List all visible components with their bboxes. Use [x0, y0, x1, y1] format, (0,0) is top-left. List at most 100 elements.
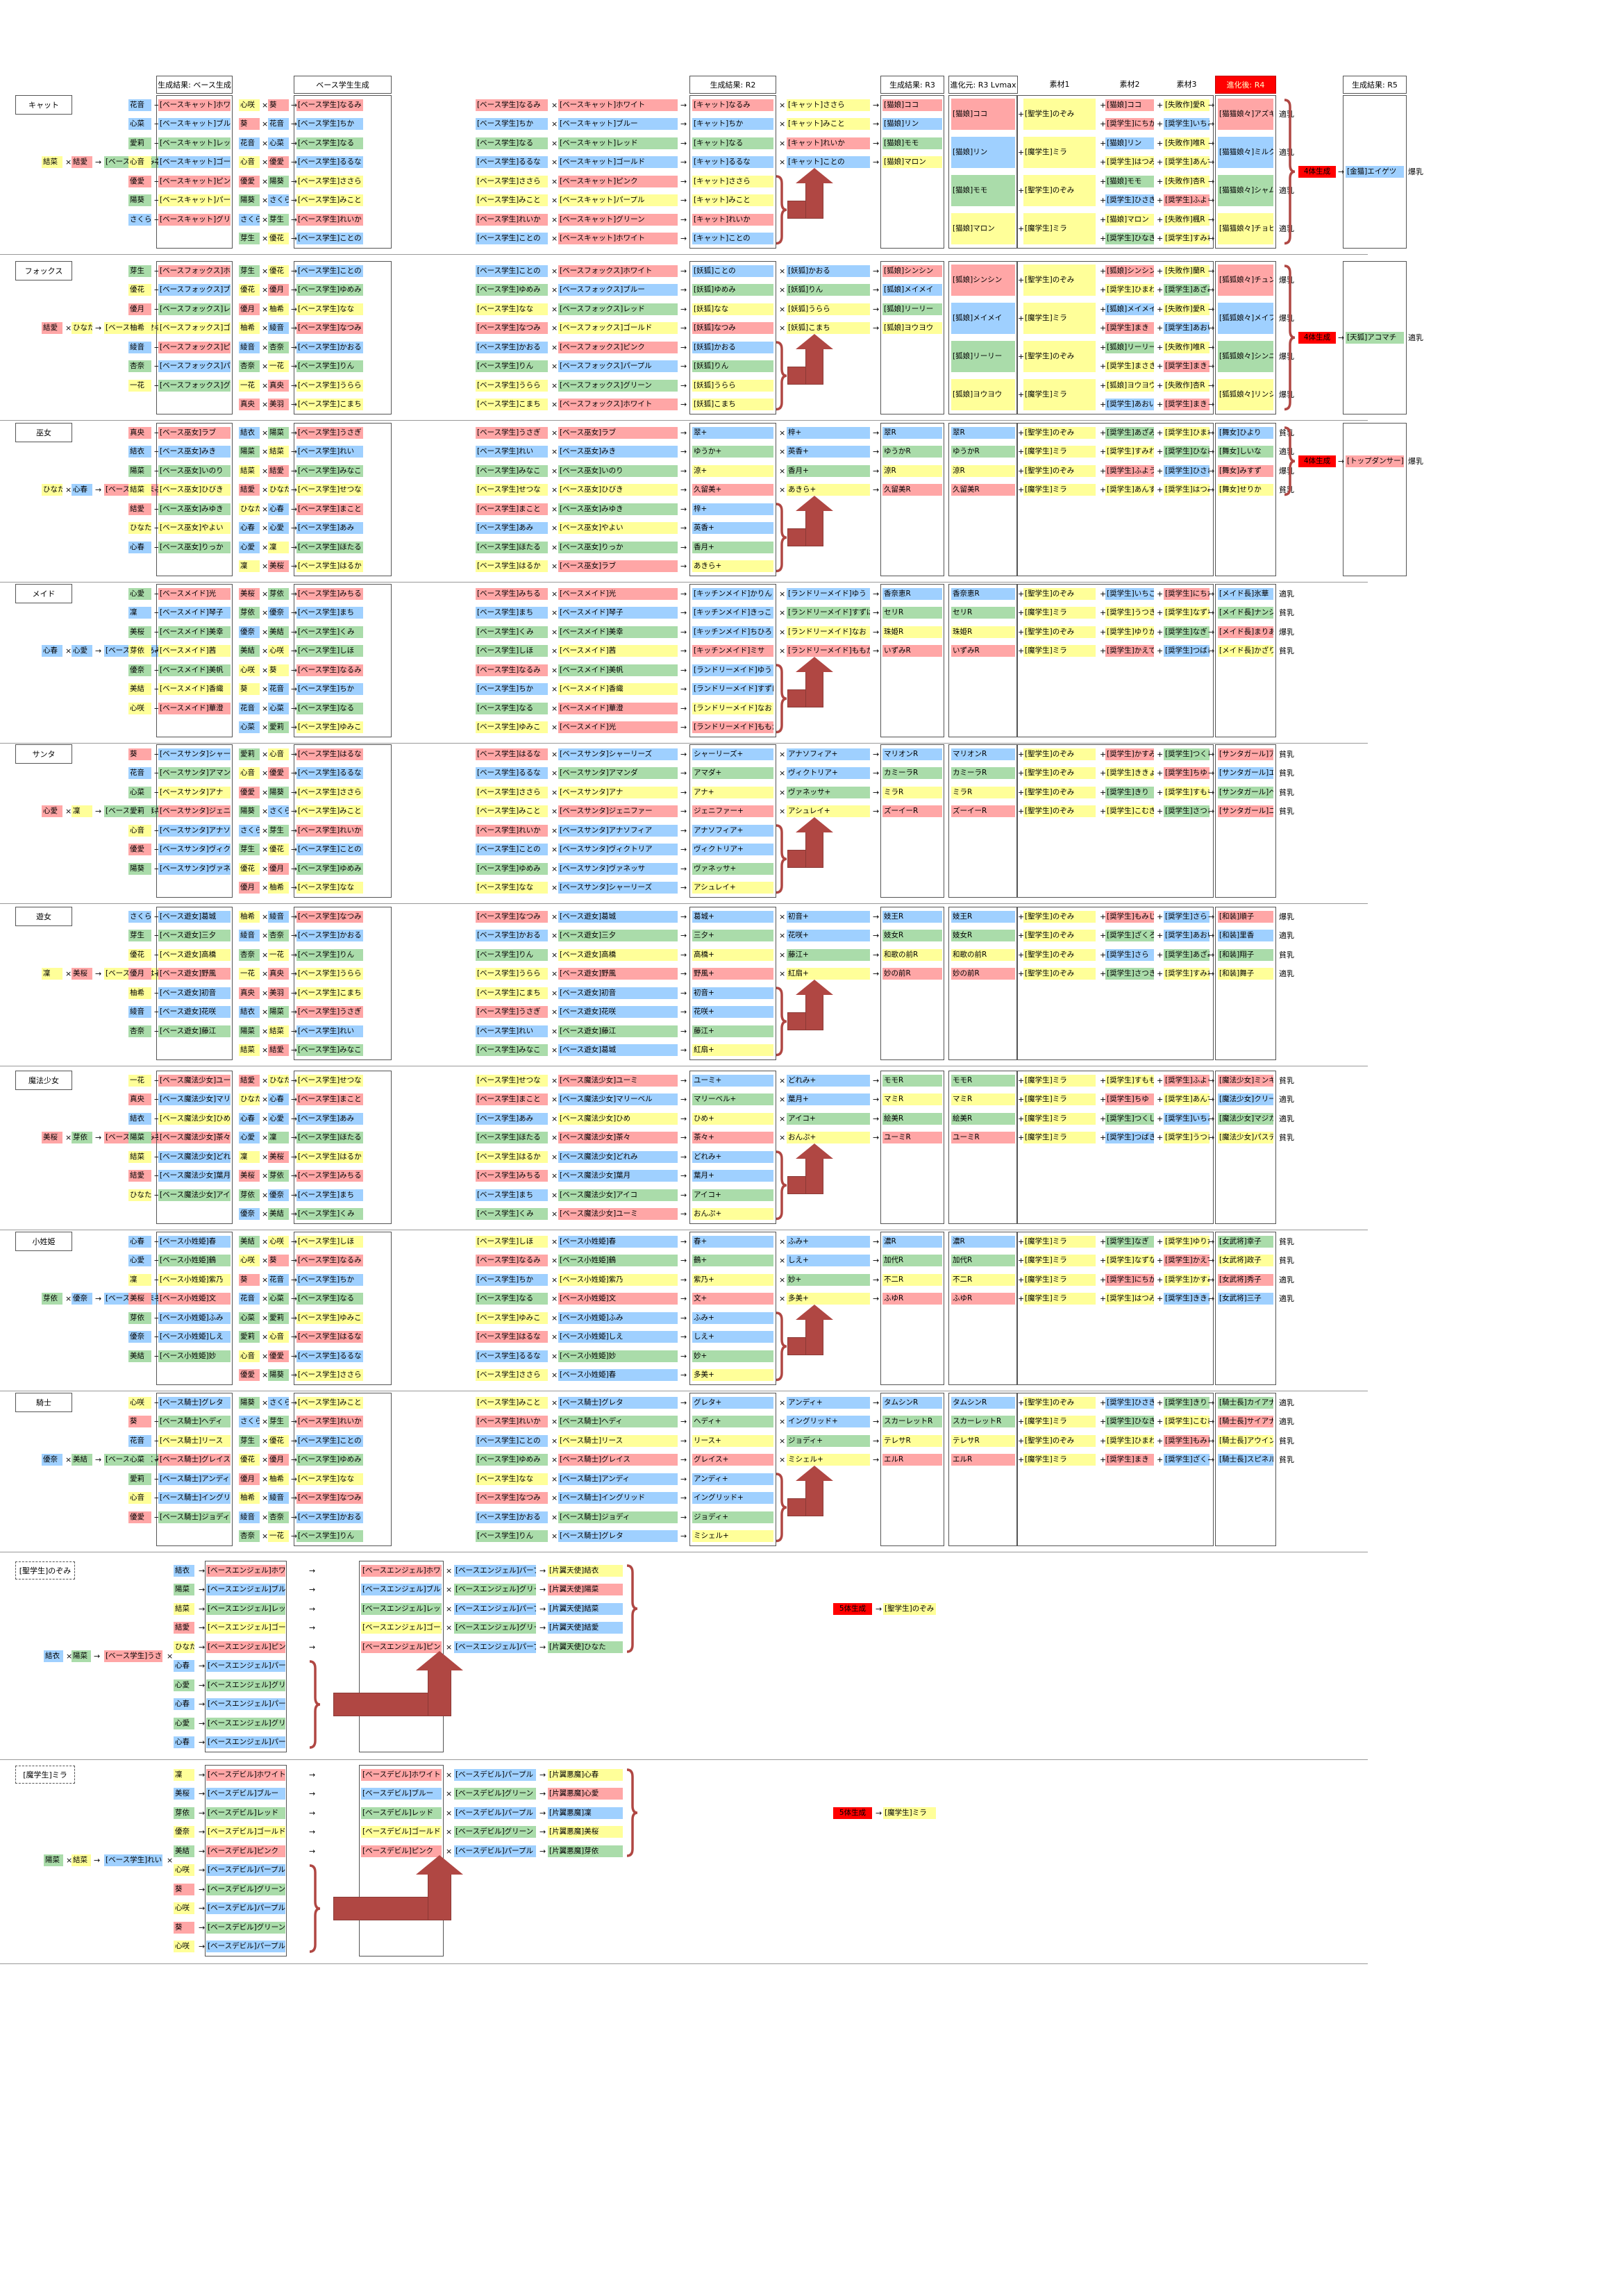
base-result: [ベース遊女]野風	[158, 968, 231, 980]
r3-result: 濃R	[882, 1235, 942, 1248]
operator-symbol: ×	[551, 380, 558, 390]
lvmax-unit: 翠R	[951, 426, 1015, 439]
base-input-name: さくら	[128, 910, 151, 923]
r2-operand-base: [ベース小姓姫]春	[558, 1369, 678, 1381]
r3-operand: [キャット]れいか	[787, 137, 870, 149]
student-result: [ベース学生]なつみ	[296, 1492, 363, 1504]
operator-symbol: ×	[262, 723, 269, 732]
operator-symbol: +	[1100, 119, 1107, 128]
operator-symbol: +	[1100, 1455, 1107, 1464]
operator-symbol: →	[873, 931, 880, 940]
material-1: [聖学生]のぞみ	[1023, 930, 1096, 941]
base-result: [ベースサンタ]アマンダ	[158, 767, 231, 779]
r2-result: ジェニファー+	[692, 805, 773, 817]
material-2: [奨学生]ゆりか	[1105, 626, 1154, 638]
operator-symbol: ×	[551, 769, 558, 778]
material-3: [奨学生]すもも	[1164, 786, 1209, 798]
operator-symbol: →	[680, 1190, 687, 1200]
operator-symbol: →	[154, 703, 161, 713]
base-result: [ベースサンタ]アナソフィア	[158, 824, 231, 837]
r2-operand-student: [ベース学生]ちか	[476, 118, 548, 130]
material-3: [奨学生]なずな	[1164, 607, 1209, 619]
operator-symbol: ×	[779, 1398, 786, 1407]
r2-result: [ランドリーメイド]すずは	[692, 683, 773, 695]
r4-result: [和装]里香	[1218, 930, 1273, 941]
student-parent-2: 結菜	[268, 446, 289, 458]
r4-result: [魔法少女]パステル	[1218, 1132, 1273, 1143]
operator-symbol: ×	[262, 447, 269, 456]
operator-symbol: →	[876, 1808, 882, 1818]
student-parent-2: 葵	[268, 1255, 289, 1266]
base-result: [ベース騎士]グレイス	[158, 1454, 231, 1466]
bust-size-label: 適乳	[1408, 333, 1423, 342]
operator-symbol: →	[873, 646, 880, 655]
pair-name-1: 優奈	[42, 1454, 62, 1466]
section-separator	[0, 742, 1368, 744]
combo-operand-1: [ベースエンジェル]ブルー	[361, 1584, 442, 1595]
operator-symbol: →	[680, 1256, 687, 1265]
header-r2: 生成結果: R2	[689, 76, 776, 94]
operator-symbol: +	[1100, 342, 1107, 352]
section-separator	[0, 1963, 1368, 1964]
operator-symbol: ×	[551, 362, 558, 371]
material-1: [聖学生]のぞみ	[1023, 464, 1096, 477]
operator-symbol: →	[680, 1095, 687, 1104]
operator-symbol: →	[291, 608, 298, 617]
operator-symbol: →	[291, 931, 298, 940]
operator-symbol: ×	[551, 342, 558, 352]
operator-symbol: ×	[551, 542, 558, 552]
r2-operand-base: [ベース騎士]グレタ	[558, 1396, 678, 1409]
material-3: [奨学生]ちゆ	[1164, 767, 1209, 779]
operator-symbol: →	[873, 787, 880, 797]
operator-symbol: ×	[551, 969, 558, 978]
operator-symbol: →	[680, 1275, 687, 1284]
r2-operand-student: [ベース学生]ささら	[476, 786, 548, 798]
operator-symbol: →	[154, 646, 161, 655]
operator-symbol: ×	[65, 1455, 72, 1464]
base-input-name: 芽依	[174, 1807, 194, 1819]
operator-symbol: ×	[446, 1604, 453, 1614]
r3-operand: 花咲+	[787, 930, 870, 941]
base-input-name: 一花	[128, 1074, 151, 1087]
arrow-shaft	[428, 1873, 451, 1920]
student-result: [ベース学生]まこと	[296, 503, 363, 515]
operator-symbol: ×	[65, 158, 72, 167]
r3-operand: 多美+	[787, 1293, 870, 1305]
student-parent-2: 芽生	[268, 824, 289, 837]
operator-symbol: ×	[551, 1114, 558, 1123]
r2-result: [妖狐]ゆめみ	[692, 284, 773, 296]
student-result: [ベース学生]なる	[296, 137, 363, 149]
section-separator	[0, 903, 1368, 904]
student-parent-2: 花音	[268, 118, 289, 130]
lvmax-unit: 妓王R	[951, 910, 1015, 923]
student-parent-2: 心咲	[268, 645, 289, 657]
operator-symbol: ×	[262, 1007, 269, 1016]
r2-operand-base: [ベースメイド]美帆	[558, 664, 678, 676]
r3-result: 妓王R	[882, 910, 942, 923]
operator-symbol: +	[1100, 1133, 1107, 1142]
operator-symbol: ×	[551, 608, 558, 617]
student-parent-2: 結愛	[268, 464, 289, 477]
r2-operand-base: [ベースサンタ]アナ	[558, 786, 678, 798]
operator-symbol: ×	[262, 950, 269, 960]
lvmax-unit: [猫娘]マロン	[951, 213, 1015, 245]
operator-symbol: ×	[779, 285, 786, 294]
student-result: [ベース学生]うらら	[296, 968, 363, 980]
operator-symbol: →	[154, 749, 161, 759]
material-2: [奨学生]にちか	[1105, 1273, 1154, 1286]
r3-result: [猫娘]ココ	[882, 99, 942, 111]
operator-symbol: →	[95, 969, 102, 978]
materials-box	[1016, 907, 1214, 1060]
material-1: [聖学生]のぞみ	[1023, 805, 1096, 817]
operator-symbol: ×	[551, 826, 558, 835]
base-result-box	[156, 1071, 233, 1224]
base-result: [ベース魔法少女]どれみ	[158, 1150, 231, 1163]
operator-symbol: ×	[551, 883, 558, 892]
operator-symbol: →	[1208, 380, 1215, 390]
header-material3: 素材3	[1176, 80, 1197, 89]
r4-result: [メイド長]氷華	[1218, 587, 1273, 600]
base-result: [ベース巫女]ラブ	[158, 426, 231, 439]
r2-operand-base: [ベース騎士]イングリッド	[558, 1492, 678, 1504]
operator-symbol: ×	[262, 1493, 269, 1502]
operator-symbol: →	[539, 1604, 546, 1614]
